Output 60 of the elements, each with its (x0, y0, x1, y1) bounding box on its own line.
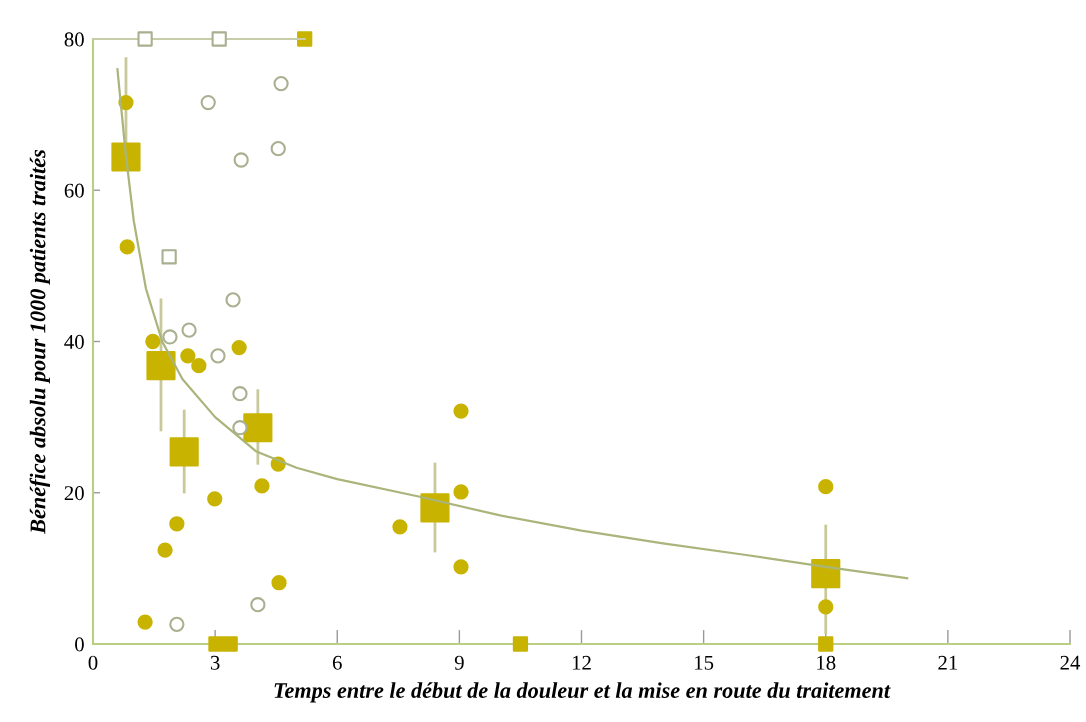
point (111, 142, 141, 172)
y-tick-label: 60 (64, 183, 84, 198)
point (254, 478, 270, 494)
point (231, 339, 247, 356)
point (162, 329, 178, 345)
point (233, 152, 249, 168)
point (818, 599, 834, 615)
point (137, 614, 153, 630)
point (208, 636, 224, 652)
point (232, 420, 248, 436)
point (818, 479, 834, 495)
point (270, 141, 286, 157)
line-series (116, 68, 909, 580)
point (145, 333, 161, 350)
point (250, 597, 266, 613)
x-tick-label: 15 (695, 655, 714, 670)
point (169, 516, 185, 532)
point (453, 484, 469, 500)
point (146, 351, 176, 381)
x-tick-label: 0 (88, 655, 98, 670)
point (453, 559, 469, 575)
point (119, 239, 135, 255)
point (200, 94, 216, 111)
point (818, 636, 834, 652)
y-axis-title: Bénéfice absolu pour 1000 patients traités (29, 149, 50, 534)
x-tick-label: 24 (1060, 655, 1081, 670)
x-tick-label: 12 (572, 655, 591, 670)
point (225, 292, 241, 308)
y-tick-label: 40 (64, 334, 84, 349)
point (210, 348, 226, 364)
x-tick-label: 18 (817, 655, 836, 670)
point (169, 437, 199, 467)
x-tick-label: 21 (938, 655, 958, 670)
point (453, 403, 469, 419)
point (191, 358, 207, 374)
point (137, 31, 153, 47)
point (420, 493, 450, 523)
point (157, 542, 173, 558)
x-axis-title: Temps entre le début de la douleur et la mise en route du traitement (274, 682, 891, 703)
x-tick-label: 3 (210, 655, 220, 670)
point (180, 348, 196, 364)
y-tick-label: 0 (75, 637, 84, 652)
point (297, 31, 313, 47)
x-tick-label: 9 (454, 655, 464, 670)
x-tick-label: 6 (332, 655, 342, 670)
point (222, 636, 238, 652)
point (512, 636, 529, 652)
y-tick-label: 80 (64, 32, 84, 47)
y-tick-label: 20 (64, 486, 84, 501)
point (392, 519, 408, 535)
point (811, 559, 841, 589)
point (243, 413, 273, 443)
point (232, 386, 248, 402)
point (161, 249, 177, 265)
point (181, 322, 197, 338)
point (207, 491, 223, 507)
point (169, 616, 185, 632)
point (273, 75, 289, 92)
point (211, 31, 227, 47)
point (271, 575, 287, 591)
